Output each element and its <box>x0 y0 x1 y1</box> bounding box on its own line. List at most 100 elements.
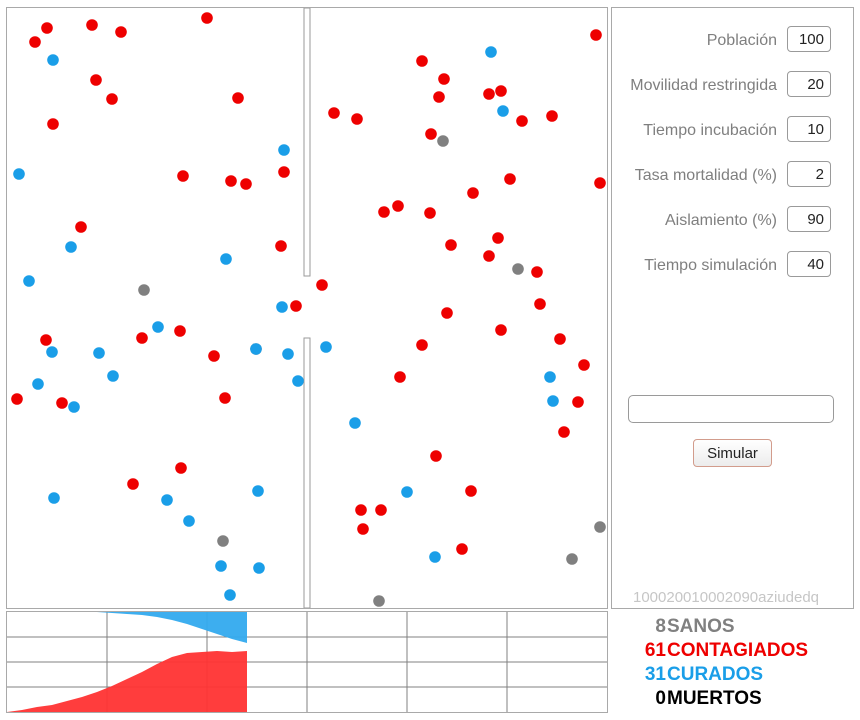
infected-person <box>355 504 367 516</box>
infected-person <box>232 92 244 104</box>
infected-person <box>430 450 442 462</box>
infected-person <box>29 36 41 48</box>
infected-person <box>594 177 606 189</box>
cured-person <box>23 275 35 287</box>
infected-person <box>357 523 369 535</box>
divider-wall-bottom <box>303 337 311 608</box>
infected-person <box>433 91 445 103</box>
infected-person <box>201 12 213 24</box>
cured-person <box>278 144 290 156</box>
cured-person <box>497 105 509 117</box>
infected-person <box>40 334 52 346</box>
param-row-poblacion: Población <box>612 26 855 54</box>
healthy-person <box>138 284 150 296</box>
evolution-chart <box>6 611 608 713</box>
cured-person <box>429 551 441 563</box>
infected-person <box>467 187 479 199</box>
infected-person <box>174 325 186 337</box>
param-row-aislamiento: Aislamiento (%) <box>612 206 855 234</box>
infected-person <box>445 239 457 251</box>
healthy-person <box>437 135 449 147</box>
cured-person <box>485 46 497 58</box>
cured-person <box>276 301 288 313</box>
muertos-label: MUERTOS <box>667 688 762 709</box>
legend-row-sanos: 8 SANOS <box>611 616 854 640</box>
simulate-button[interactable]: Simular <box>693 439 772 467</box>
param-row-tiempo-simulacion: Tiempo simulación <box>612 251 855 279</box>
cured-person <box>68 401 80 413</box>
cured-person <box>152 321 164 333</box>
infected-person <box>136 332 148 344</box>
legend-row-muertos: 0 MUERTOS <box>611 688 854 712</box>
cured-person <box>224 589 236 601</box>
infected-person <box>351 113 363 125</box>
infected-person <box>590 29 602 41</box>
healthy-person <box>594 521 606 533</box>
param-label: Tasa mortalidad (%) <box>634 167 777 184</box>
infected-person <box>495 324 507 336</box>
infected-person <box>240 178 252 190</box>
simulation-area <box>6 7 608 609</box>
mortalidad-input[interactable] <box>787 161 831 187</box>
incubacion-input[interactable] <box>787 116 831 142</box>
cured-person <box>320 341 332 353</box>
cured-person <box>183 515 195 527</box>
infected-person <box>208 350 220 362</box>
infected-person <box>424 207 436 219</box>
infected-person <box>492 232 504 244</box>
infected-person <box>47 118 59 130</box>
cured-person <box>215 560 227 572</box>
sanos-count: 8 <box>655 616 666 637</box>
cured-person <box>107 370 119 382</box>
sanos-label: SANOS <box>667 616 735 637</box>
infected-person <box>531 266 543 278</box>
param-label: Tiempo incubación <box>643 122 777 139</box>
infected-person <box>438 73 450 85</box>
infected-person <box>572 396 584 408</box>
cured-person <box>161 494 173 506</box>
divider-wall-top <box>303 8 311 277</box>
infected-person <box>56 397 68 409</box>
infected-person <box>441 307 453 319</box>
poblacion-input[interactable] <box>787 26 831 52</box>
infected-person <box>558 426 570 438</box>
curados-count: 31 <box>644 664 666 685</box>
cured-person <box>46 346 58 358</box>
infected-person <box>495 85 507 97</box>
cured-person <box>292 375 304 387</box>
aislamiento-input[interactable] <box>787 206 831 232</box>
infected-person <box>392 200 404 212</box>
infected-person <box>328 107 340 119</box>
infected-person <box>483 88 495 100</box>
infected-person <box>11 393 23 405</box>
infected-person <box>41 22 53 34</box>
cured-person <box>401 486 413 498</box>
infected-person <box>127 478 139 490</box>
cured-person <box>13 168 25 180</box>
cured-person <box>349 417 361 429</box>
infected-person <box>456 543 468 555</box>
infected-person <box>416 339 428 351</box>
movilidad-input[interactable] <box>787 71 831 97</box>
cured-person <box>65 241 77 253</box>
infected-person <box>546 110 558 122</box>
infected-person <box>465 485 477 497</box>
evolution-chart-svg <box>7 612 607 712</box>
control-panel: Población Movilidad restringida Tiempo i… <box>611 7 854 609</box>
parameter-code: 100020010002090aziudedq <box>633 589 820 606</box>
cured-person <box>93 347 105 359</box>
cured-person <box>47 54 59 66</box>
muertos-count: 0 <box>655 688 666 709</box>
cured-person <box>282 348 294 360</box>
legend-row-contagiados: 61 CONTAGIADOS <box>611 640 854 664</box>
contagiados-area <box>7 651 247 712</box>
healthy-person <box>512 263 524 275</box>
param-label: Aislamiento (%) <box>664 212 777 229</box>
cured-person <box>252 485 264 497</box>
param-label: Movilidad restringida <box>630 77 777 94</box>
infected-person <box>75 221 87 233</box>
infected-person <box>483 250 495 262</box>
result-field[interactable] <box>628 395 834 423</box>
tiempo-simulacion-input[interactable] <box>787 251 831 277</box>
healthy-person <box>217 535 229 547</box>
